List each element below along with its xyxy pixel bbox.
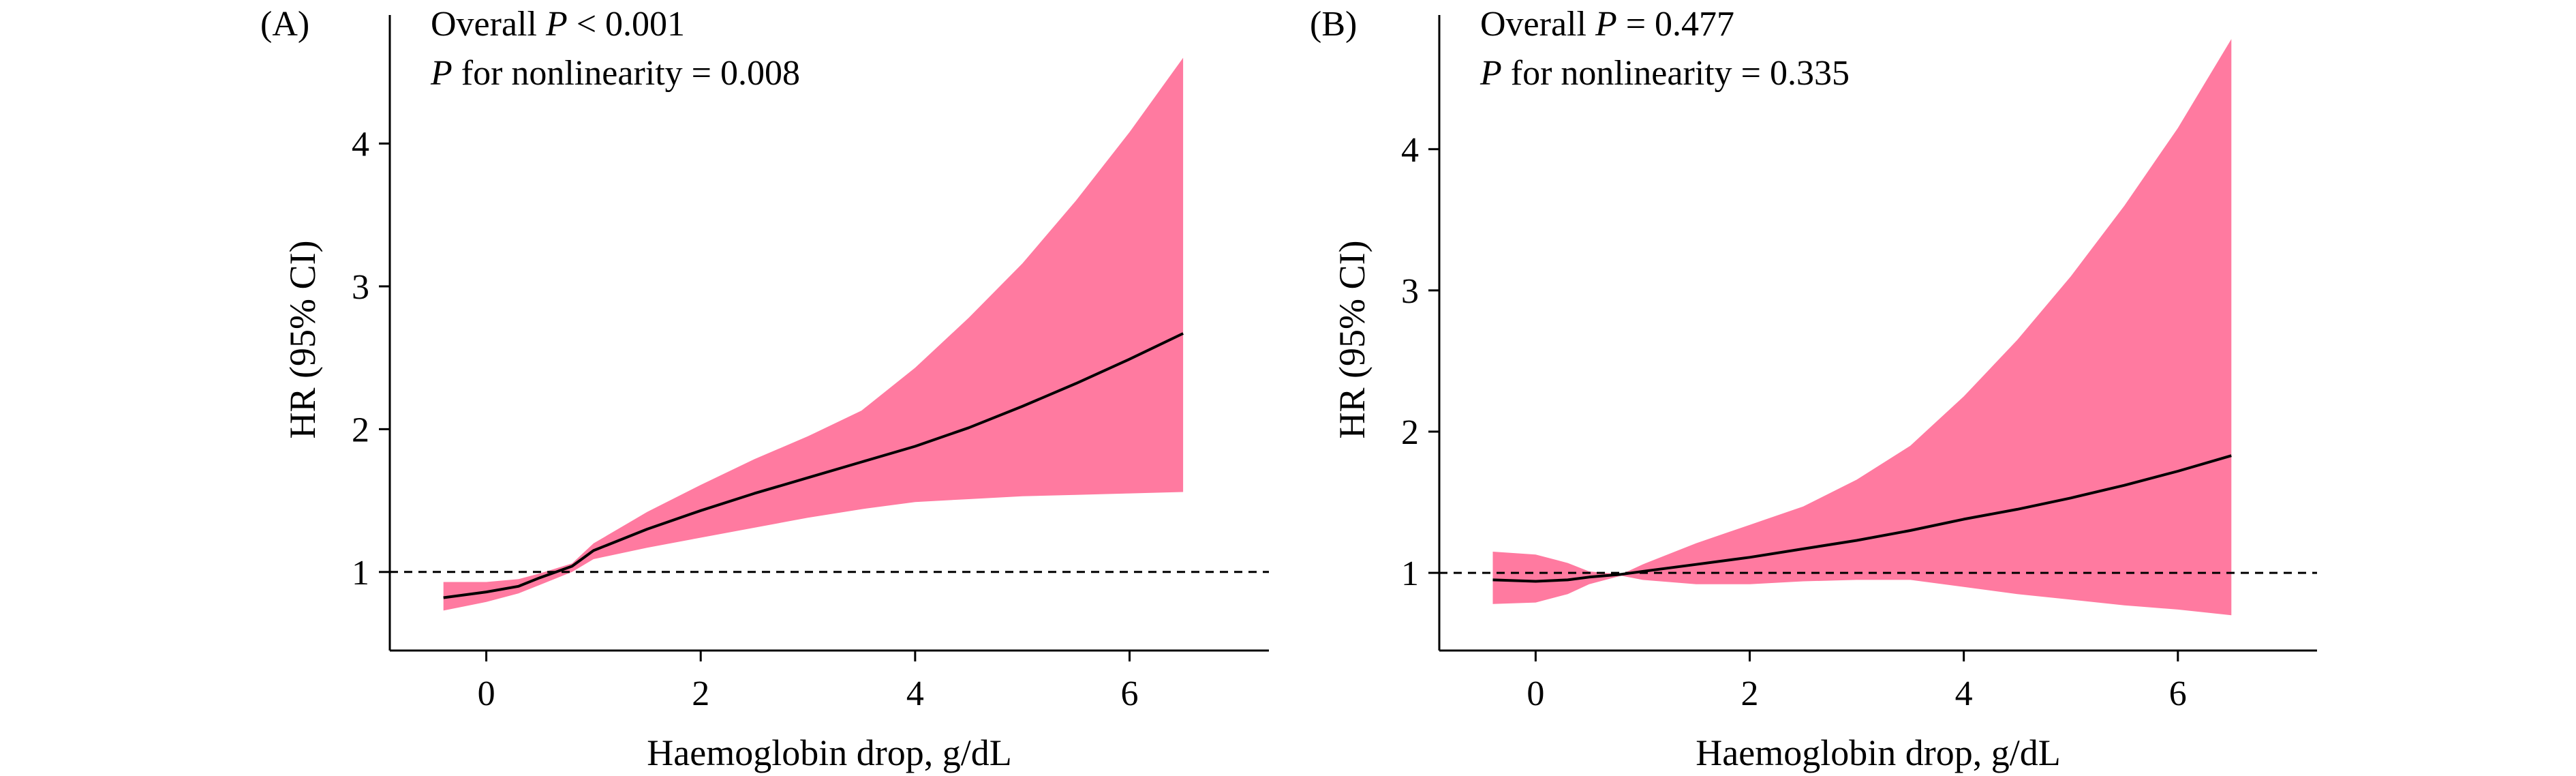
hr-curve: [443, 332, 1184, 599]
y-tick-label: 3: [1401, 272, 1419, 311]
hr-curve: [1492, 454, 2232, 583]
x-tick-label: 2: [692, 674, 709, 713]
y-tick-label: 1: [352, 554, 369, 593]
x-tick-label: 4: [906, 674, 924, 713]
y-tick-label: 1: [1401, 554, 1419, 593]
x-tick-label: 6: [1120, 674, 1138, 713]
annotation-nonlinearity-p: P for nonlinearity = 0.335: [1479, 54, 1850, 93]
panel-a: (A) Overall P < 0.001 P for nonlinearity…: [260, 5, 1269, 773]
y-axis-label: HR (95% CI): [282, 241, 323, 439]
y-tick-label: 3: [352, 268, 369, 307]
y-axis-label: HR (95% CI): [1332, 241, 1373, 439]
x-ticks: 0 2 4 6: [478, 651, 1138, 713]
panel-label: (B): [1310, 5, 1357, 44]
ci-band: [443, 57, 1184, 611]
y-ticks: 1 2 3 4: [1401, 131, 1439, 593]
annotation-nonlinearity-p: P for nonlinearity = 0.008: [430, 54, 800, 93]
x-axis-label: Haemoglobin drop, g/dL: [647, 732, 1011, 773]
panel-b: (B) Overall P = 0.477 P for nonlinearity…: [1310, 5, 2317, 773]
y-tick-label: 2: [352, 411, 369, 449]
y-tick-label: 4: [1401, 131, 1419, 170]
x-tick-label: 6: [2169, 674, 2187, 713]
y-tick-label: 4: [352, 125, 369, 164]
x-ticks: 0 2 4 6: [1527, 651, 2187, 713]
x-tick-label: 0: [478, 674, 495, 713]
annotation-overall-p: Overall P < 0.001: [431, 5, 685, 44]
x-axis-label: Haemoglobin drop, g/dL: [1696, 732, 2060, 773]
annotation-overall-p: Overall P = 0.477: [1480, 5, 1734, 44]
x-tick-label: 4: [1955, 674, 1973, 713]
x-tick-label: 2: [1741, 674, 1759, 713]
panel-label: (A): [260, 5, 309, 44]
x-tick-label: 0: [1527, 674, 1544, 713]
y-tick-label: 2: [1401, 413, 1419, 452]
y-ticks: 1 2 3 4: [352, 125, 390, 593]
ci-band: [1492, 39, 2232, 616]
